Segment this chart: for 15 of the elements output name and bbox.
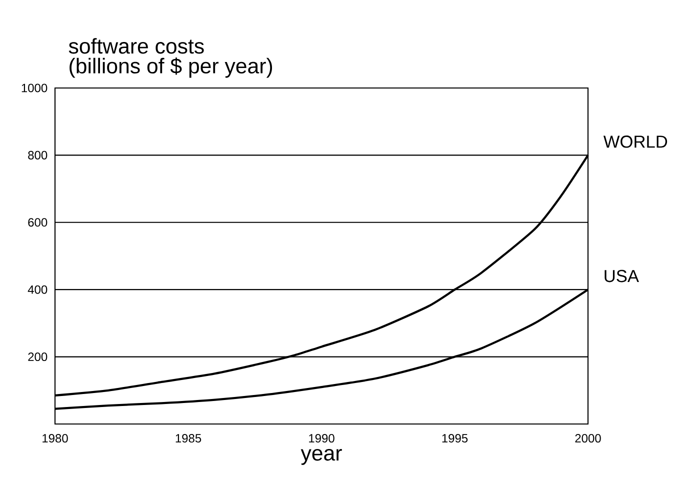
- series-label: USA: [604, 270, 639, 282]
- chart-title: software costs: [68, 38, 204, 54]
- x-tick-label: 2000: [575, 434, 601, 443]
- x-tick-label: 1990: [309, 434, 334, 443]
- x-tick-label: 1985: [176, 434, 202, 443]
- x-tick-label: 1980: [42, 434, 68, 443]
- y-axis-title: (billions of $ per year): [70, 58, 272, 78]
- y-tick-label: 200: [28, 352, 48, 362]
- y-tick-label: 400: [28, 285, 48, 294]
- series-label: WORLD: [603, 136, 668, 148]
- y-tick-label: 800: [28, 150, 48, 160]
- x-tick-label: 1995: [442, 434, 468, 443]
- x-axis-title: year: [300, 449, 342, 465]
- y-tick-label: 1000: [22, 84, 48, 92]
- y-tick-label: 600: [28, 218, 48, 227]
